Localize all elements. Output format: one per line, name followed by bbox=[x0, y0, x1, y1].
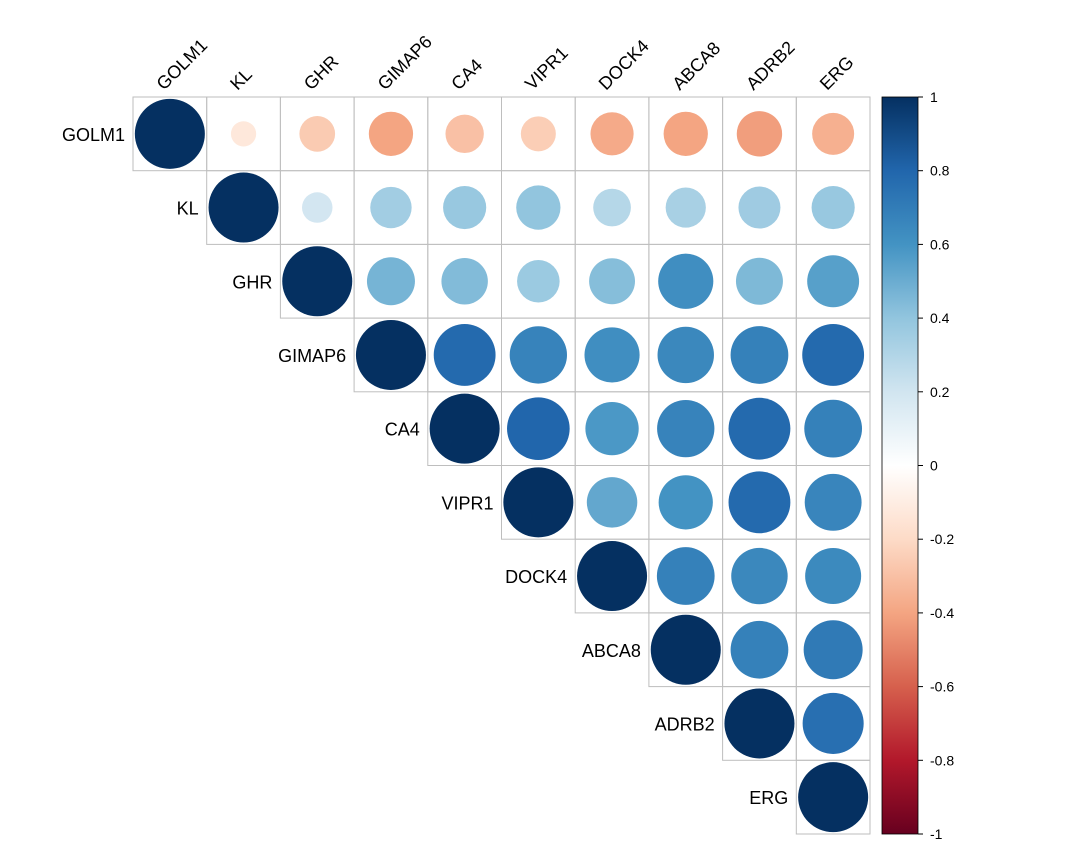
corr-circle-GOLM1-GHR bbox=[299, 115, 336, 152]
column-label: DOCK4 bbox=[595, 36, 653, 94]
corr-circle-GOLM1-GIMAP6 bbox=[368, 111, 414, 156]
column-label: KL bbox=[226, 64, 256, 94]
corr-circle-GOLM1-ERG bbox=[812, 112, 855, 155]
corr-circle-GHR-ERG bbox=[807, 255, 860, 308]
corr-circle-GHR-ABCA8 bbox=[658, 253, 714, 309]
corr-circle-GIMAP6-CA4 bbox=[433, 324, 496, 386]
row-label: KL bbox=[177, 199, 199, 219]
column-label: CA4 bbox=[447, 55, 486, 94]
colorbar-tick-label: 1 bbox=[930, 89, 938, 105]
corr-circle-KL-ABCA8 bbox=[665, 187, 706, 228]
corr-circle-DOCK4-ERG bbox=[805, 548, 862, 605]
row-label: ADRB2 bbox=[655, 714, 715, 734]
colorbar-tick-label: 0.8 bbox=[930, 163, 950, 179]
colorbar-tick-label: -0.4 bbox=[930, 605, 954, 621]
corr-circle-GIMAP6-GIMAP6 bbox=[355, 319, 426, 390]
corr-circle-ERG-ERG bbox=[798, 762, 869, 833]
corr-circle-KL-DOCK4 bbox=[593, 188, 631, 227]
corr-circle-GIMAP6-VIPR1 bbox=[509, 326, 568, 384]
column-label: ABCA8 bbox=[668, 38, 724, 94]
column-label: ERG bbox=[816, 52, 858, 94]
row-label: GHR bbox=[232, 272, 272, 292]
corr-circle-GOLM1-ABCA8 bbox=[663, 111, 708, 156]
row-label: VIPR1 bbox=[441, 493, 493, 513]
corr-circle-GOLM1-GOLM1 bbox=[134, 98, 205, 169]
colorbar-tick-label: -0.6 bbox=[930, 679, 954, 695]
corr-circle-VIPR1-DOCK4 bbox=[586, 477, 638, 528]
corr-circle-GHR-ADRB2 bbox=[735, 257, 783, 305]
column-label: GHR bbox=[300, 51, 342, 93]
corr-circle-VIPR1-ADRB2 bbox=[728, 471, 791, 534]
corr-circle-GHR-GHR bbox=[282, 246, 353, 317]
column-label: VIPR1 bbox=[521, 43, 572, 94]
grid-cell bbox=[795, 759, 871, 835]
row-label: GIMAP6 bbox=[278, 346, 346, 366]
corr-circle-CA4-ADRB2 bbox=[728, 397, 791, 460]
corr-circle-VIPR1-ERG bbox=[804, 473, 862, 531]
colorbar-tick-label: -0.8 bbox=[930, 752, 954, 768]
corr-circle-ABCA8-ABCA8 bbox=[650, 614, 721, 685]
corr-circle-GHR-GIMAP6 bbox=[366, 257, 415, 306]
corr-circle-GHR-VIPR1 bbox=[517, 259, 560, 303]
corr-circle-CA4-ERG bbox=[804, 399, 863, 458]
corr-circle-GHR-CA4 bbox=[441, 258, 488, 305]
corr-circle-CA4-VIPR1 bbox=[507, 397, 570, 460]
corr-circle-GIMAP6-ABCA8 bbox=[657, 326, 714, 384]
corr-circle-DOCK4-ADRB2 bbox=[731, 547, 788, 605]
corr-circle-KL-GIMAP6 bbox=[370, 186, 412, 229]
corr-circle-KL-ADRB2 bbox=[738, 186, 781, 229]
colorbar-tick-label: -1 bbox=[930, 826, 943, 842]
corr-circle-ADRB2-ERG bbox=[802, 692, 864, 754]
corr-circle-ABCA8-ERG bbox=[803, 620, 863, 680]
colorbar-tick-label: 0.4 bbox=[930, 310, 950, 326]
colorbar-tick-label: 0.2 bbox=[930, 384, 950, 400]
corr-circle-GOLM1-DOCK4 bbox=[590, 112, 634, 156]
row-label: ABCA8 bbox=[582, 641, 641, 661]
column-label: ADRB2 bbox=[742, 37, 799, 94]
corr-circle-DOCK4-DOCK4 bbox=[577, 541, 648, 612]
corr-circle-CA4-DOCK4 bbox=[585, 401, 639, 456]
corr-circle-ADRB2-ADRB2 bbox=[724, 688, 795, 759]
corr-circle-KL-ERG bbox=[811, 185, 855, 230]
column-label: GOLM1 bbox=[153, 35, 212, 94]
corr-circle-GIMAP6-ERG bbox=[802, 324, 865, 386]
colorbar-tick-label: 0.6 bbox=[930, 236, 950, 252]
row-label: GOLM1 bbox=[62, 125, 125, 145]
row-label: ERG bbox=[749, 788, 788, 808]
colorbar-tick-label: -0.2 bbox=[930, 531, 954, 547]
row-label: DOCK4 bbox=[505, 567, 567, 587]
colorbar bbox=[881, 96, 919, 835]
column-label: GIMAP6 bbox=[374, 32, 436, 94]
corr-circle-GOLM1-CA4 bbox=[445, 114, 484, 154]
corr-circle-ABCA8-ADRB2 bbox=[730, 620, 789, 679]
corr-circle-GOLM1-KL bbox=[230, 121, 257, 147]
corr-circle-CA4-CA4 bbox=[429, 393, 500, 464]
corr-circle-GIMAP6-DOCK4 bbox=[584, 327, 640, 383]
corr-circle-VIPR1-ABCA8 bbox=[658, 475, 713, 530]
corr-circle-KL-VIPR1 bbox=[516, 185, 561, 230]
colorbar-tick-label: 0 bbox=[930, 458, 938, 474]
corr-circle-KL-GHR bbox=[301, 192, 333, 223]
corr-circle-KL-KL bbox=[208, 172, 279, 243]
corr-circle-VIPR1-VIPR1 bbox=[503, 467, 574, 538]
corr-circle-KL-CA4 bbox=[443, 185, 487, 230]
corr-circle-CA4-ABCA8 bbox=[657, 399, 715, 458]
row-label: CA4 bbox=[385, 420, 420, 440]
corr-circle-GOLM1-ADRB2 bbox=[736, 111, 783, 157]
corr-circle-GOLM1-VIPR1 bbox=[520, 116, 556, 152]
corr-circle-DOCK4-ABCA8 bbox=[656, 547, 715, 605]
corr-circle-GIMAP6-ADRB2 bbox=[730, 326, 789, 384]
corr-circle-GHR-DOCK4 bbox=[589, 258, 636, 305]
